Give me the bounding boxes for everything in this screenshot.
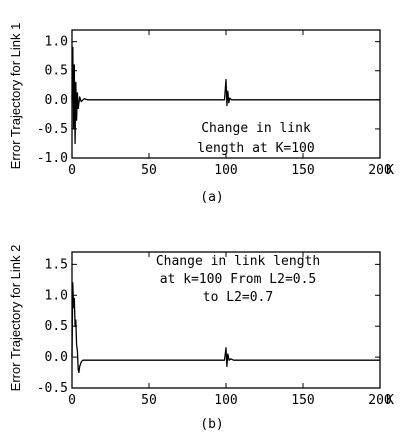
x-tick-label: 150 xyxy=(291,163,314,178)
y-tick-label: 0.5 xyxy=(45,319,68,334)
y-tick-label: -0.5 xyxy=(37,122,68,137)
x-tick-label: 150 xyxy=(291,393,314,408)
x-tick-label: 100 xyxy=(214,393,237,408)
y-axis-label: Error Trajectory for Link 2 xyxy=(8,245,23,392)
panel-caption: (b) xyxy=(200,417,223,432)
x-tick-label: 0 xyxy=(68,163,76,178)
annotation-line: Change in link length xyxy=(156,254,320,269)
x-unit-suffix: K xyxy=(386,393,394,408)
y-tick-label: 0.0 xyxy=(45,350,68,365)
annotation-line: at k=100 From L2=0.5 xyxy=(160,272,317,287)
y-tick-label: -1.0 xyxy=(37,151,68,166)
annotation-line: to L2=0.7 xyxy=(203,290,273,305)
y-tick-label: 1.0 xyxy=(45,35,68,50)
y-tick-label: -0.5 xyxy=(37,381,68,396)
panel-caption: (a) xyxy=(200,190,223,205)
x-tick-label: 200 xyxy=(368,163,391,178)
x-tick-label: 50 xyxy=(141,163,157,178)
annotation-line: length at K=100 xyxy=(197,141,314,156)
x-tick-label: 50 xyxy=(141,393,157,408)
y-axis-label: Error Trajectory for Link 1 xyxy=(8,23,23,170)
y-tick-label: 1.0 xyxy=(45,288,68,303)
y-tick-label: 0.5 xyxy=(45,64,68,79)
y-tick-label: 0.0 xyxy=(45,93,68,108)
x-tick-label: 0 xyxy=(68,393,76,408)
annotation-line: Change in link xyxy=(201,121,311,136)
series-line xyxy=(71,282,380,374)
x-tick-label: 200 xyxy=(368,393,391,408)
y-tick-label: 1.5 xyxy=(45,257,68,272)
x-unit-suffix: K xyxy=(386,163,394,178)
x-tick-label: 100 xyxy=(214,163,237,178)
series-line xyxy=(71,46,380,145)
